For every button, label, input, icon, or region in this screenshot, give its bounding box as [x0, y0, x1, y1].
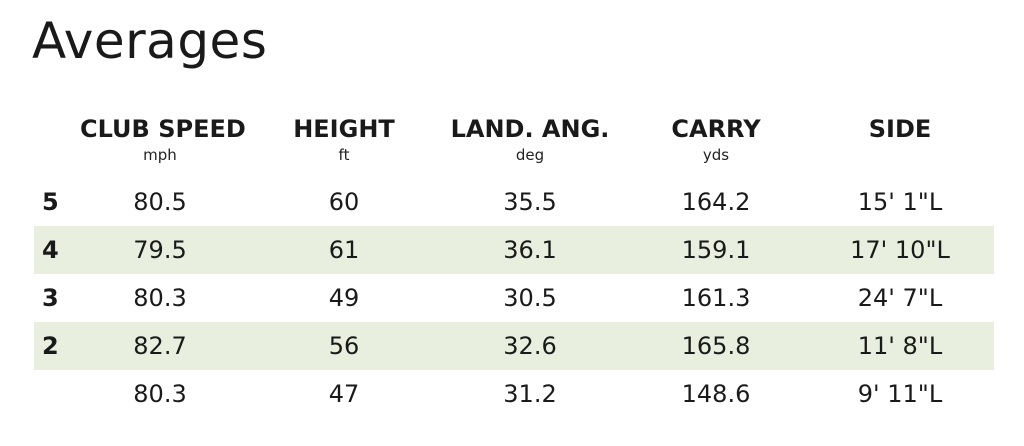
cell-side: 15' 1"L	[857, 188, 943, 216]
cell-side: 11' 8"L	[857, 332, 943, 360]
column-label: SIDE	[868, 115, 932, 143]
cell-club-speed: 82.7	[133, 332, 187, 360]
column-label: CARRY	[671, 115, 761, 143]
cell-side: 24' 7"L	[857, 284, 943, 312]
column-unit: mph	[143, 146, 177, 164]
column-header-club-speed: CLUB SPEED mph	[80, 112, 246, 164]
cell-carry: 164.2	[681, 188, 751, 216]
cell-side: 9' 11"L	[857, 380, 943, 408]
table-row: 3 80.3 49 30.5 161.3 24' 7"L	[34, 274, 994, 322]
column-label: HEIGHT	[293, 115, 395, 143]
cell-land-ang: 35.5	[503, 188, 557, 216]
cell-carry: 148.6	[681, 380, 751, 408]
row-label: 4	[42, 236, 59, 264]
cell-carry: 161.3	[681, 284, 751, 312]
cell-side: 17' 10"L	[850, 236, 950, 264]
cell-height: 56	[328, 332, 360, 360]
cell-height: 49	[328, 284, 360, 312]
page-title: Averages	[32, 12, 268, 70]
column-label: CLUB SPEED	[80, 115, 246, 143]
cell-height: 61	[328, 236, 360, 264]
table-row-average: 80.3 47 31.2 148.6 9' 11"L	[34, 370, 994, 418]
cell-land-ang: 30.5	[503, 284, 557, 312]
table-header: CLUB SPEED mph HEIGHT ft LAND. ANG. deg …	[34, 112, 994, 178]
column-unit: deg	[515, 146, 545, 164]
column-label: LAND. ANG.	[450, 115, 610, 143]
row-label: 2	[42, 332, 59, 360]
cell-height: 60	[328, 188, 360, 216]
averages-table: CLUB SPEED mph HEIGHT ft LAND. ANG. deg …	[34, 112, 994, 418]
column-header-side: SIDE	[820, 112, 980, 146]
cell-club-speed: 80.3	[133, 284, 187, 312]
cell-land-ang: 32.6	[503, 332, 557, 360]
column-header-carry: CARRY yds	[636, 112, 796, 164]
cell-carry: 165.8	[681, 332, 751, 360]
table-row: 4 79.5 61 36.1 159.1 17' 10"L	[34, 226, 994, 274]
table-row: 2 82.7 56 32.6 165.8 11' 8"L	[34, 322, 994, 370]
column-unit: ft	[338, 146, 350, 164]
cell-carry: 159.1	[681, 236, 751, 264]
cell-club-speed: 79.5	[133, 236, 187, 264]
cell-club-speed: 80.3	[133, 380, 187, 408]
cell-land-ang: 31.2	[503, 380, 557, 408]
cell-land-ang: 36.1	[503, 236, 557, 264]
column-header-height: HEIGHT ft	[264, 112, 424, 164]
cell-height: 47	[328, 380, 360, 408]
table-row: 5 80.5 60 35.5 164.2 15' 1"L	[34, 178, 994, 226]
cell-club-speed: 80.5	[133, 188, 187, 216]
row-label: 5	[42, 188, 59, 216]
column-unit: yds	[702, 146, 730, 164]
column-header-land-ang: LAND. ANG. deg	[450, 112, 610, 164]
row-label: 3	[42, 284, 59, 312]
